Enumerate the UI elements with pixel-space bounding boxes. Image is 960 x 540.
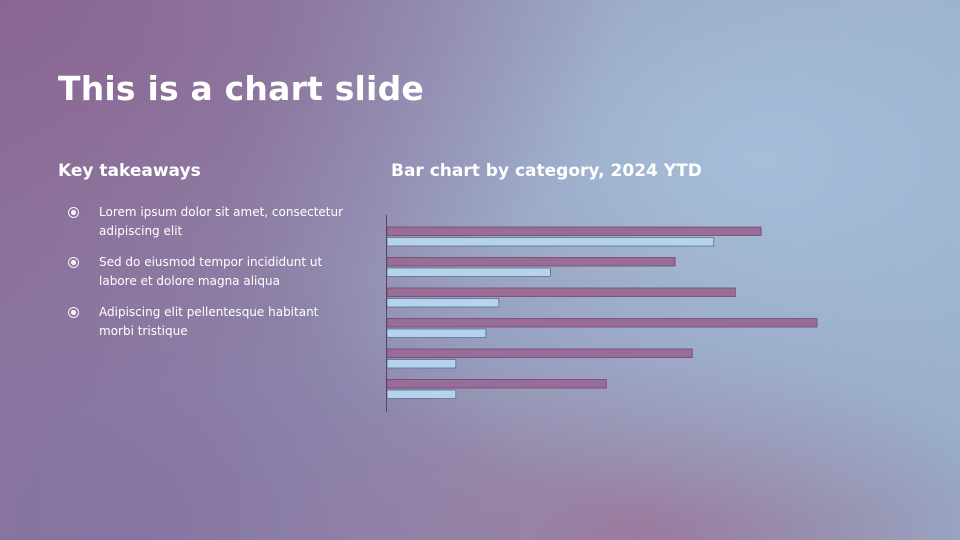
bar-chart	[386, 215, 818, 412]
bar-series-1	[386, 226, 762, 236]
slide-title: This is a chart slide	[58, 69, 424, 108]
bar-series-2	[386, 328, 487, 338]
chart-heading: Bar chart by category, 2024 YTD	[391, 161, 702, 181]
bar-series-1	[386, 287, 736, 297]
takeaway-item: Adipiscing elit pellentesque habitant mo…	[66, 303, 356, 341]
bar-series-1	[386, 318, 818, 328]
takeaway-text: Adipiscing elit pellentesque habitant mo…	[99, 305, 319, 338]
radio-dot-icon	[68, 257, 79, 268]
bar-series-2	[386, 298, 500, 308]
bar-series-1	[386, 257, 676, 267]
bar-series-2	[386, 359, 457, 369]
radio-dot-icon	[68, 207, 79, 218]
bar-series-2	[386, 237, 715, 247]
radio-dot-icon	[68, 307, 79, 318]
takeaway-text: Lorem ipsum dolor sit amet, consectetur …	[99, 205, 344, 238]
bar-series-2	[386, 389, 457, 399]
takeaways-list: Lorem ipsum dolor sit amet, consectetur …	[66, 203, 356, 353]
bar-series-2	[386, 267, 551, 277]
chart-bars	[386, 226, 818, 399]
takeaway-item: Lorem ipsum dolor sit amet, consectetur …	[66, 203, 356, 241]
takeaway-text: Sed do eiusmod tempor incididunt ut labo…	[99, 255, 323, 288]
bar-series-1	[386, 348, 693, 358]
bar-series-1	[386, 379, 607, 389]
takeaway-item: Sed do eiusmod tempor incididunt ut labo…	[66, 253, 356, 291]
takeaways-heading: Key takeaways	[58, 161, 201, 181]
